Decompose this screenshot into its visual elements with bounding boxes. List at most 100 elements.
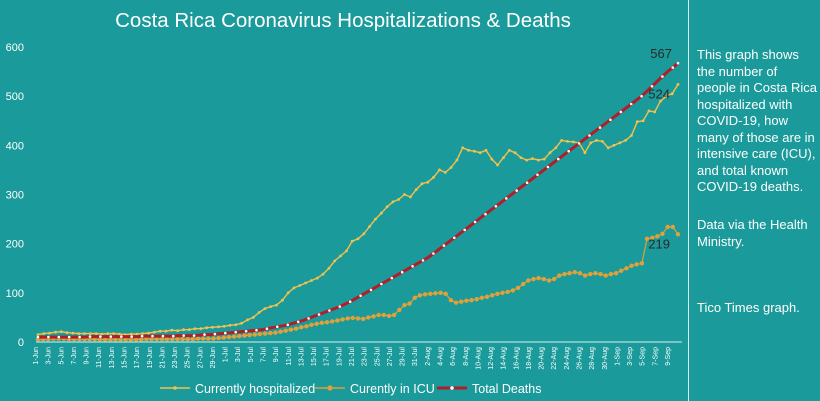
data-point-icu [195, 336, 201, 341]
data-point-hospitalized [484, 148, 488, 152]
data-point-hospitalized [554, 146, 558, 150]
data-point-deaths [234, 330, 237, 334]
data-point-icu [350, 315, 355, 321]
data-point-icu [170, 336, 175, 342]
data-point-hospitalized [240, 321, 244, 325]
data-point-deaths [400, 270, 404, 274]
data-point-icu [407, 301, 412, 306]
x-tick-label: 3-Jun [46, 347, 53, 365]
data-point-hospitalized [257, 311, 261, 314]
x-tick-label: 28-Aug [589, 347, 596, 370]
data-point-hospitalized [147, 331, 150, 335]
data-point-hospitalized [106, 332, 110, 335]
data-point-deaths [328, 309, 331, 312]
data-point-icu [629, 263, 634, 268]
x-tick-label: 16-Aug [513, 347, 520, 370]
data-point-deaths [567, 149, 570, 153]
data-point-hospitalized [141, 332, 145, 335]
data-point-hospitalized [54, 330, 57, 334]
data-point-icu [340, 317, 345, 322]
legend-label-hospitalized: Currently hospitalized [195, 382, 315, 396]
data-point-hospitalized [432, 175, 435, 179]
data-point-icu [164, 336, 170, 342]
x-tick-label: 7-Sep [652, 347, 659, 366]
data-point-hospitalized [513, 151, 517, 155]
data-point-hospitalized [478, 151, 482, 155]
y-tick-label: 300 [6, 190, 24, 202]
data-point-icu [108, 337, 113, 342]
data-point-hospitalized [234, 323, 238, 327]
x-tick-label: 19-Jul [336, 347, 343, 367]
data-point-hospitalized [525, 158, 529, 162]
data-point-hospitalized [379, 211, 383, 215]
data-point-icu [180, 336, 185, 342]
data-point-deaths [661, 75, 664, 78]
data-point-deaths [172, 334, 175, 338]
data-point-hospitalized [537, 158, 540, 162]
data-point-deaths [515, 189, 518, 192]
data-point-icu [154, 336, 159, 342]
data-point-icu [459, 299, 464, 304]
data-point-icu [355, 316, 361, 321]
data-point-deaths [577, 142, 581, 145]
end-value-label: 567 [650, 46, 672, 61]
data-point-icu [433, 291, 438, 296]
data-point-icu [391, 312, 397, 318]
x-tick-label: 27-Jul [387, 347, 394, 367]
x-tick-label: 1-Jul [223, 347, 230, 363]
data-point-icu [397, 307, 402, 313]
data-point-deaths [57, 335, 61, 339]
data-point-hospitalized [676, 83, 680, 86]
data-point-hospitalized [182, 328, 185, 332]
data-point-hospitalized [601, 140, 604, 143]
data-point-hospitalized [345, 249, 348, 253]
data-point-hospitalized [589, 141, 593, 145]
data-point-hospitalized [71, 331, 75, 335]
data-point-icu [402, 302, 407, 308]
data-point-icu [252, 332, 257, 337]
data-point-icu [541, 276, 546, 282]
data-point-icu [588, 271, 593, 277]
data-point-hospitalized [362, 232, 366, 236]
x-tick-label: 1-Sep [614, 347, 621, 366]
data-point-icu [128, 337, 134, 342]
x-tick-label: 3-Sep [627, 347, 634, 366]
data-point-hospitalized [211, 325, 214, 329]
data-point-icu [603, 273, 608, 278]
data-point-icu [324, 320, 330, 325]
data-point-icu [567, 271, 572, 276]
data-point-deaths [442, 244, 446, 247]
description-text: This graph shows the number of people in… [697, 47, 817, 194]
data-point-icu [226, 334, 232, 340]
data-point-deaths [276, 325, 279, 329]
data-point-deaths [99, 335, 102, 338]
data-point-hospitalized [595, 139, 598, 142]
data-point-deaths [484, 212, 487, 216]
data-point-deaths [338, 305, 342, 308]
x-tick-label: 23-Jun [172, 347, 179, 369]
x-tick-label: 23-Jul [362, 347, 369, 367]
data-point-icu [386, 313, 392, 319]
data-point-icu [206, 336, 211, 341]
legend-marker-deaths [450, 386, 454, 390]
x-tick-label: 15-Jul [311, 347, 318, 367]
data-point-icu [505, 289, 510, 295]
data-point-hospitalized [630, 134, 633, 137]
data-point-hospitalized [618, 141, 622, 145]
data-point-icu [536, 275, 541, 281]
x-tick-label: 25-Jun [185, 347, 192, 369]
data-point-icu [293, 326, 299, 331]
data-point-icu [376, 312, 381, 318]
data-point-icu [262, 331, 268, 336]
data-point-deaths [463, 228, 467, 232]
data-point-hospitalized [83, 332, 86, 335]
data-point-hospitalized [670, 92, 674, 96]
data-point-hospitalized [269, 305, 273, 308]
data-point-hospitalized [455, 158, 459, 162]
data-point-hospitalized [42, 332, 46, 335]
x-tick-label: 27-Jun [197, 347, 204, 369]
data-point-deaths [109, 335, 113, 338]
data-point-hospitalized [397, 198, 401, 201]
data-point-hospitalized [333, 259, 337, 263]
data-point-hospitalized [566, 140, 569, 143]
